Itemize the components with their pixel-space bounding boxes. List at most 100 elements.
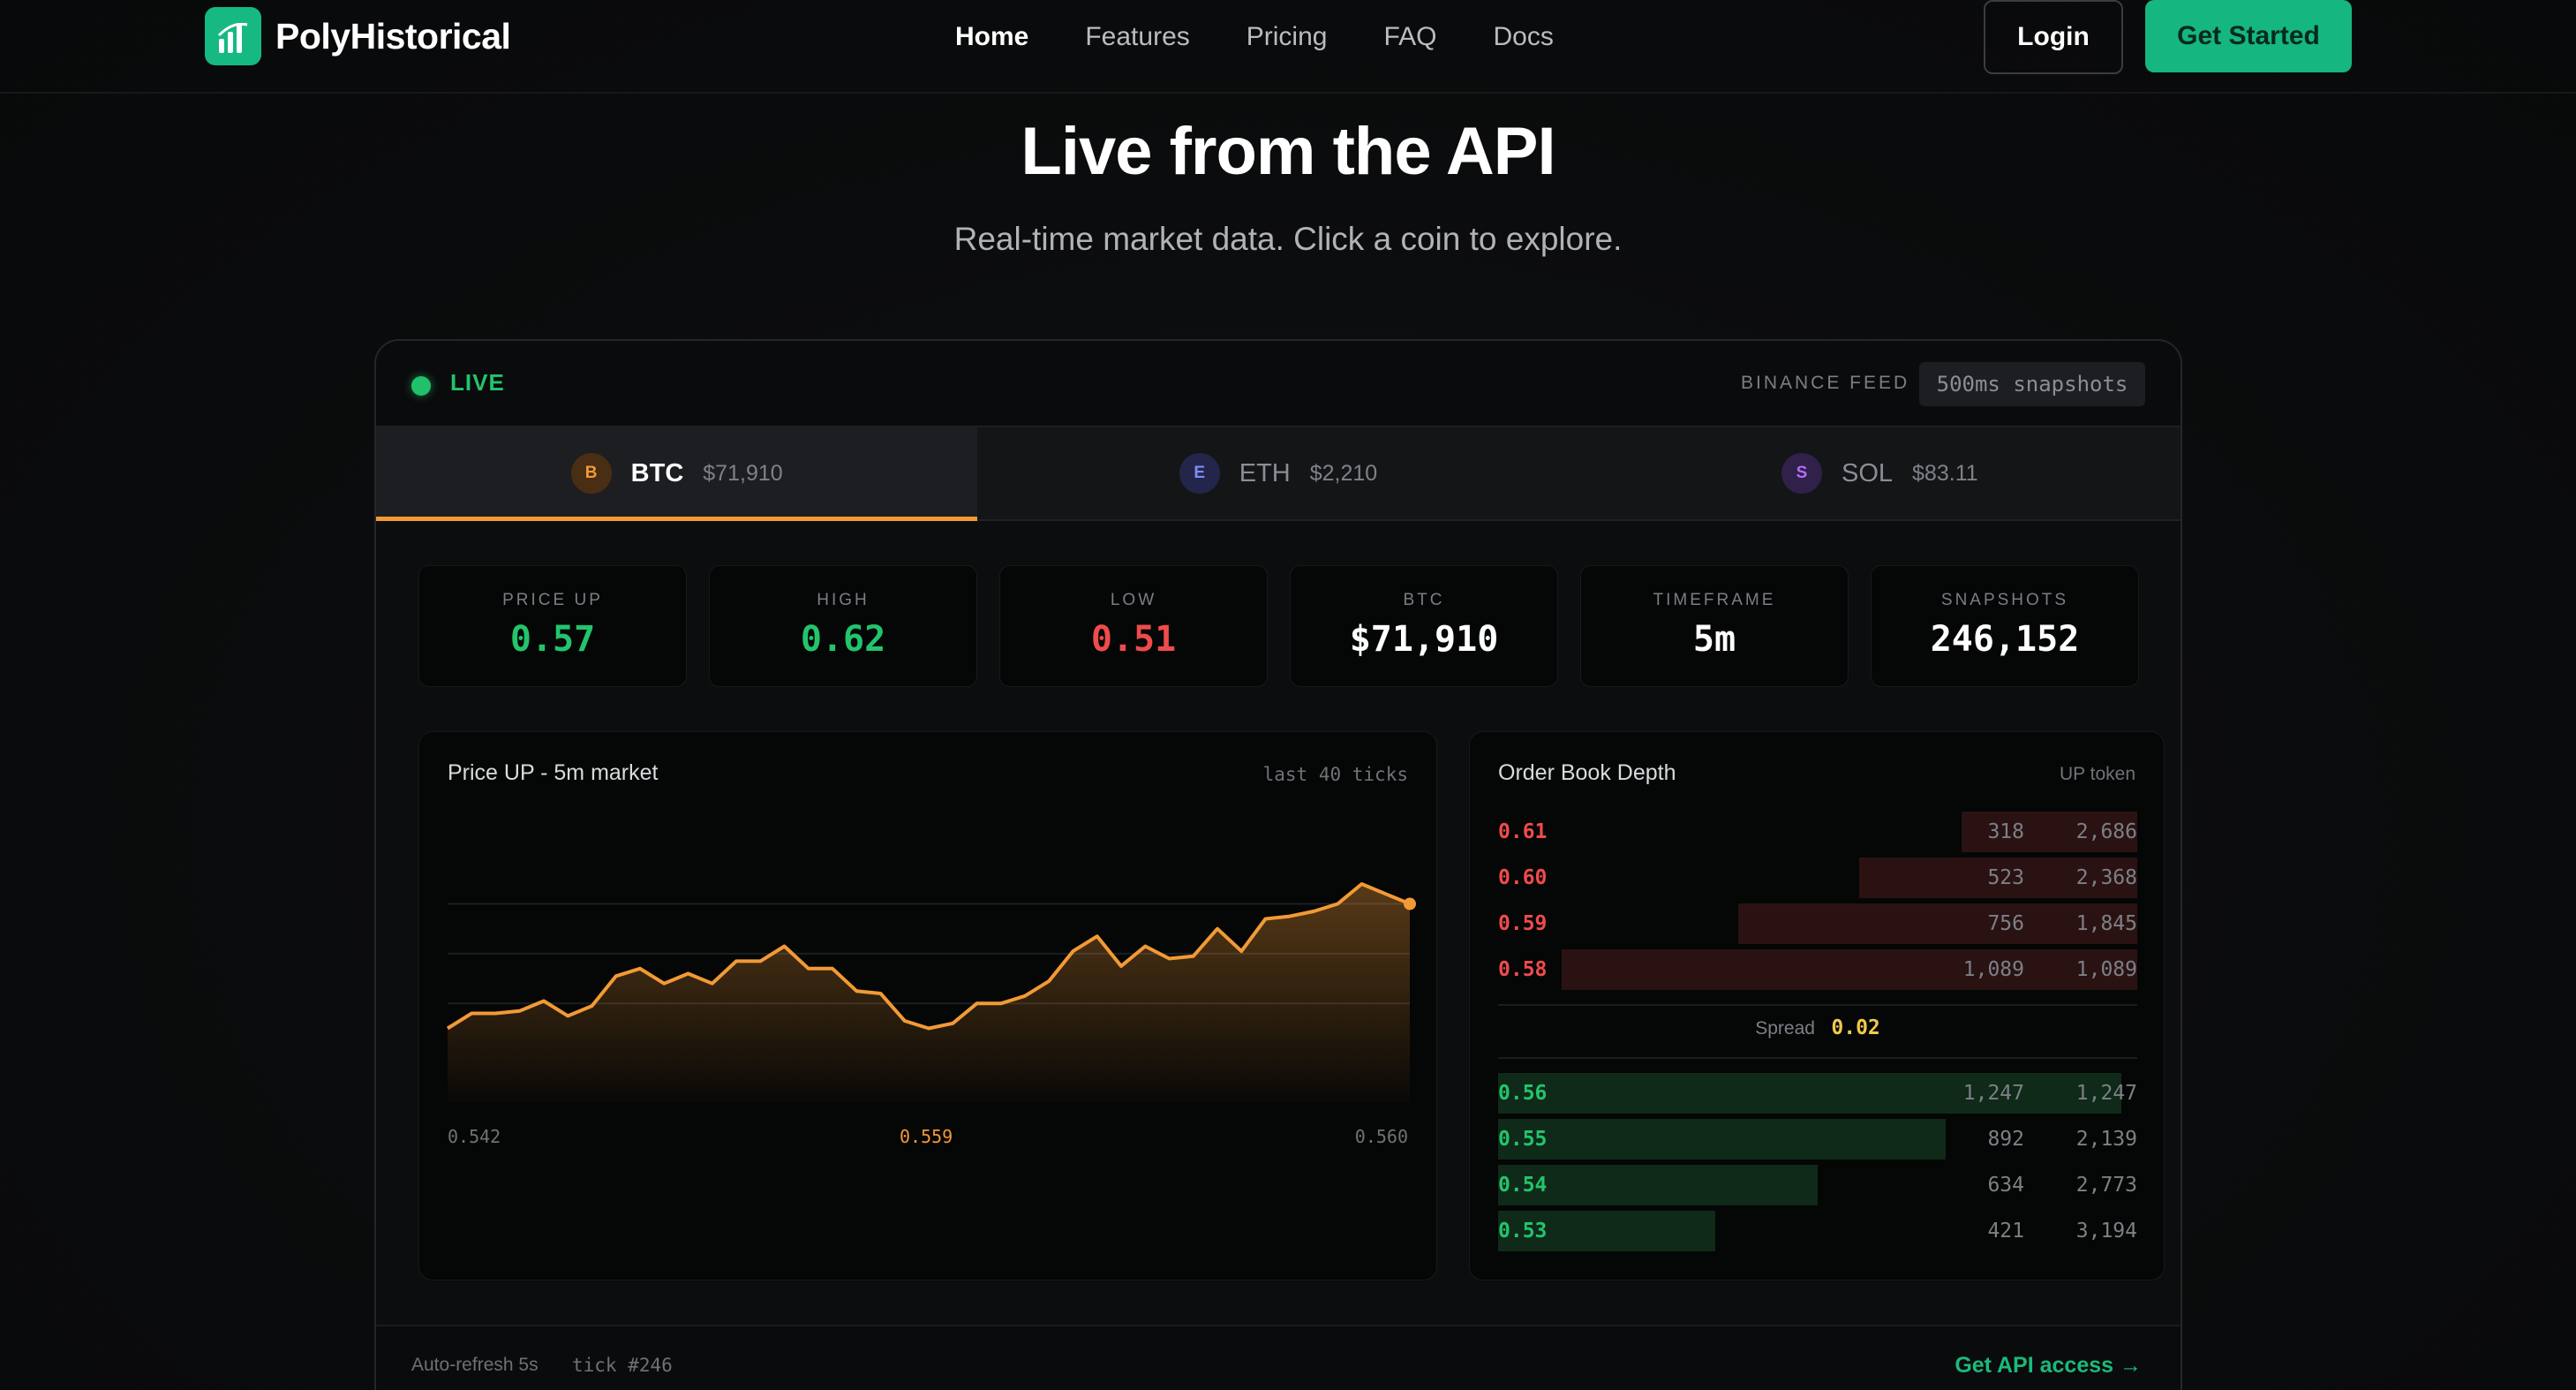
ask-total: 2,686 <box>2075 820 2137 843</box>
bid-size: 421 <box>1987 1220 2024 1243</box>
stats-row: PRICE UP 0.57 HIGH 0.62 LOW 0.51 BTC $71… <box>418 565 2139 687</box>
ask-price: 0.60 <box>1498 866 1548 889</box>
stat-timeframe: TIMEFRAME 5m <box>1580 565 1849 687</box>
get-started-button[interactable]: Get Started <box>2145 0 2352 72</box>
order-book-title: Order Book Depth <box>1498 760 1676 785</box>
brand[interactable]: PolyHistorical <box>205 7 511 65</box>
nav-links: Home Features Pricing FAQ Docs <box>955 18 1610 57</box>
depth-bar <box>1498 1211 1716 1251</box>
chart-logo-icon <box>205 7 261 65</box>
stat-label: LOW <box>1110 591 1157 609</box>
top-nav: PolyHistorical Home Features Pricing FAQ… <box>0 0 2576 94</box>
chart-points <box>1404 897 1416 910</box>
spread-label: Spread <box>1755 1018 1815 1039</box>
chart-title: Price UP - 5m market <box>448 760 659 785</box>
nav-link-docs[interactable]: Docs <box>1493 22 1554 51</box>
bid-size: 892 <box>1987 1128 2024 1151</box>
ask-size: 756 <box>1987 912 2024 935</box>
stat-high: HIGH 0.62 <box>709 565 977 687</box>
btc-coin-icon: B <box>570 453 612 494</box>
ask-size: 523 <box>1987 866 2024 889</box>
feed-badge: 500ms snapshots <box>1919 362 2145 406</box>
bid-price: 0.55 <box>1498 1128 1548 1151</box>
hero-subtitle: Real-time market data. Click a coin to e… <box>953 221 1623 257</box>
ask-size: 318 <box>1987 820 2024 843</box>
stat-label: SNAPSHOTS <box>1940 591 2069 609</box>
bid-total: 2,773 <box>2075 1174 2137 1197</box>
x-tick-label: 0.542 <box>448 1126 501 1147</box>
depth-bar <box>1562 949 2137 990</box>
ask-total: 2,368 <box>2075 866 2137 889</box>
price-chart <box>446 882 1416 1103</box>
stat-value: $71,910 <box>1349 619 1499 660</box>
live-label: LIVE <box>450 369 505 396</box>
bid-row: 0.53 421 3,194 <box>1498 1211 2137 1251</box>
stat-value: 0.62 <box>800 619 886 660</box>
spread-row: Spread 0.02 <box>1498 1016 2137 1039</box>
tick-counter: tick #246 <box>572 1355 673 1376</box>
nav-link-pricing[interactable]: Pricing <box>1246 22 1328 51</box>
ask-total: 1,089 <box>2075 958 2137 981</box>
stat-btc: BTC $71,910 <box>1290 565 1558 687</box>
order-book-card: Order Book Depth UP token 0.61 318 2,686… <box>1469 731 2165 1280</box>
stat-price-up: PRICE UP 0.57 <box>418 565 687 687</box>
nav-link-features[interactable]: Features <box>1085 22 1190 51</box>
panel-header: LIVE BINANCE FEED 500ms snapshots <box>376 341 2181 427</box>
ask-size: 1,089 <box>1962 958 2024 981</box>
stat-low: LOW 0.51 <box>999 565 1268 687</box>
hero-title: Live from the API <box>1021 114 1555 189</box>
spread-value: 0.02 <box>1831 1016 1880 1039</box>
stat-label: TIMEFRAME <box>1653 591 1776 609</box>
nav-link-home[interactable]: Home <box>955 22 1029 51</box>
panel-footer: Auto-refresh 5s tick #246 Get API access… <box>376 1325 2181 1390</box>
tab-symbol: SOL <box>1842 458 1894 487</box>
auto-refresh-label: Auto-refresh 5s <box>411 1355 539 1375</box>
nav-link-faq[interactable]: FAQ <box>1383 22 1437 51</box>
sol-coin-icon: S <box>1781 453 1822 494</box>
bid-total: 2,139 <box>2075 1128 2137 1151</box>
feed-label: BINANCE FEED <box>1741 373 1910 393</box>
bid-size: 1,247 <box>1962 1082 2024 1105</box>
depth-bar <box>1498 1073 2121 1114</box>
stat-label: BTC <box>1403 591 1445 609</box>
depth-bar <box>1498 1165 1818 1205</box>
tab-btc[interactable]: B BTC $71,910 <box>376 427 978 521</box>
tab-price: $2,210 <box>1309 460 1378 486</box>
bid-size: 634 <box>1987 1174 2024 1197</box>
tab-price: $71,910 <box>703 460 783 486</box>
x-tick-label: 0.559 <box>900 1126 953 1147</box>
tab-sol[interactable]: S SOL $83.11 <box>1579 427 2181 519</box>
chart-area <box>448 884 1410 1103</box>
bid-row: 0.54 634 2,773 <box>1498 1165 2137 1205</box>
bid-row: 0.56 1,247 1,247 <box>1498 1073 2137 1114</box>
ask-price: 0.59 <box>1498 912 1548 935</box>
stat-value: 0.51 <box>1090 619 1177 660</box>
stat-label: PRICE UP <box>502 591 603 609</box>
x-tick-label: 0.560 <box>1354 1126 1408 1147</box>
depth-bar <box>1498 1119 1946 1160</box>
stat-value: 246,152 <box>1930 619 2080 660</box>
price-chart-card: Price UP - 5m market last 40 ticks 0.542… <box>418 731 1437 1280</box>
coin-tabs: B BTC $71,910 E ETH $2,210 S SOL $83.11 <box>376 427 2181 521</box>
stat-value: 0.57 <box>509 619 596 660</box>
ask-total: 1,845 <box>2075 912 2137 935</box>
stat-value: 5m <box>1692 619 1736 660</box>
ask-row: 0.61 318 2,686 <box>1498 812 2137 852</box>
tab-symbol: ETH <box>1239 458 1291 487</box>
tab-eth[interactable]: E ETH $2,210 <box>977 427 1578 519</box>
bid-row: 0.55 892 2,139 <box>1498 1119 2137 1160</box>
get-api-access-link[interactable]: Get API access → <box>1955 1353 2142 1378</box>
tab-symbol: BTC <box>630 458 684 487</box>
login-button[interactable]: Login <box>1984 0 2123 74</box>
ask-row: 0.59 756 1,845 <box>1498 903 2137 944</box>
spread-divider <box>1498 1057 2137 1059</box>
bid-total: 1,247 <box>2075 1082 2137 1105</box>
bid-price: 0.53 <box>1498 1220 1548 1243</box>
live-panel: LIVE BINANCE FEED 500ms snapshots B BTC … <box>374 339 2182 1390</box>
order-book-note: UP token <box>2060 764 2135 784</box>
brand-name: PolyHistorical <box>275 15 511 57</box>
stat-snapshots: SNAPSHOTS 246,152 <box>1871 565 2139 687</box>
ask-price: 0.61 <box>1498 820 1548 843</box>
depth-bar <box>1961 812 2137 852</box>
tab-price: $83.11 <box>1912 460 1978 486</box>
